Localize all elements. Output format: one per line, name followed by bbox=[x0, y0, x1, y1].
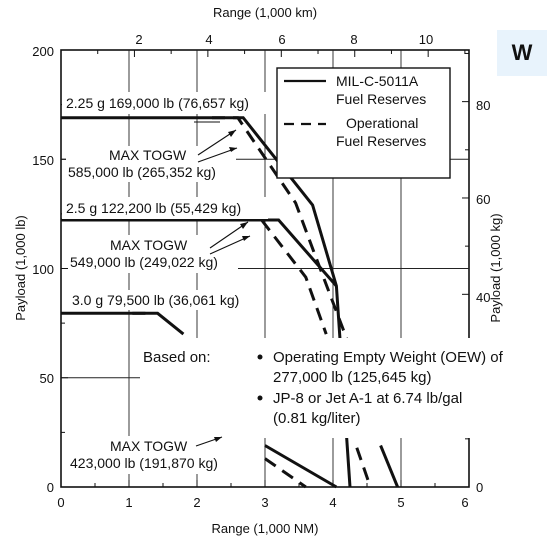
y2-tick-label: 60 bbox=[476, 192, 490, 207]
y2-tick-label: 80 bbox=[476, 98, 490, 113]
y-tick-label: 150 bbox=[32, 153, 54, 168]
x-tick-label: 3 bbox=[261, 495, 268, 510]
arrowhead bbox=[228, 130, 236, 137]
series-line bbox=[61, 311, 185, 336]
legend-series-1-line1: MIL-C-5011A bbox=[336, 73, 419, 89]
note-label: Based on: bbox=[143, 349, 211, 366]
annotation-togw-585000: 585,000 lb (265,352 kg) bbox=[68, 164, 216, 180]
series-line bbox=[355, 447, 372, 488]
y-tick-labels: 0 50 100 150 200 bbox=[32, 44, 54, 495]
annotation-max-togw-3: MAX TOGW bbox=[110, 438, 188, 454]
x2-tick-label: 10 bbox=[419, 32, 433, 47]
x2-tick-label: 8 bbox=[350, 32, 357, 47]
x-tick-label: 0 bbox=[57, 495, 64, 510]
x2-tick-label: 2 bbox=[135, 32, 142, 47]
annotation-togw-423000: 423,000 lb (191,870 kg) bbox=[70, 455, 218, 471]
note-bullet-1-line2: 277,000 lb (125,645 kg) bbox=[273, 369, 431, 386]
x-tick-label: 5 bbox=[397, 495, 404, 510]
label-mask bbox=[68, 290, 263, 310]
legend-series-2-line1: Operational bbox=[346, 115, 418, 131]
x2-tick-label: 4 bbox=[205, 32, 212, 47]
x-tick-label: 2 bbox=[193, 495, 200, 510]
x-tick-label: 6 bbox=[461, 495, 468, 510]
annotation-togw-549000: 549,000 lb (249,022 kg) bbox=[70, 254, 218, 270]
legend-series-1-line2: Fuel Reserves bbox=[336, 91, 426, 107]
series-line bbox=[379, 444, 399, 488]
note-mask bbox=[140, 338, 470, 438]
y-tick-label: 50 bbox=[40, 371, 54, 386]
series-2 bbox=[132, 116, 372, 489]
x-tick-label: 1 bbox=[125, 495, 132, 510]
arrowhead bbox=[240, 222, 248, 229]
legend-series-2-line2: Fuel Reserves bbox=[336, 133, 426, 149]
series-line bbox=[260, 219, 328, 335]
annotation-2-25g: 2.25 g 169,000 lb (76,657 kg) bbox=[66, 95, 249, 111]
x2-axis-title: Range (1,000 km) bbox=[213, 5, 317, 20]
x-axis-title: Range (1,000 NM) bbox=[212, 521, 319, 536]
series-line bbox=[212, 116, 349, 339]
note-bullet bbox=[257, 354, 263, 360]
label-mask bbox=[62, 92, 284, 114]
arrowheads bbox=[214, 130, 250, 442]
y2-tick-label: 40 bbox=[476, 290, 490, 305]
y-tick-label: 200 bbox=[32, 44, 54, 59]
label-mask bbox=[68, 235, 238, 273]
arrowhead bbox=[229, 147, 237, 152]
series-line bbox=[264, 457, 307, 489]
note-bullet-2-line2: (0.81 kg/liter) bbox=[273, 410, 361, 427]
y-tick-label: 100 bbox=[32, 262, 54, 277]
x2-tick-label: 6 bbox=[278, 32, 285, 47]
x-tick-label: 4 bbox=[329, 495, 336, 510]
annotation-max-togw-2: MAX TOGW bbox=[110, 237, 188, 253]
note-bullet-1-line1: Operating Empty Weight (OEW) of bbox=[273, 349, 504, 366]
label-mask bbox=[66, 146, 236, 182]
annotation-max-togw-1: MAX TOGW bbox=[109, 147, 187, 163]
label-mask bbox=[62, 197, 268, 219]
y2-axis-title: Payload (1,000 kg) bbox=[488, 213, 503, 322]
x-tick-labels: 0 1 2 3 4 5 6 bbox=[57, 495, 468, 510]
y2-tick-labels: 0 40 60 80 bbox=[476, 98, 490, 495]
series-line bbox=[264, 444, 338, 489]
y-axis-title: Payload (1,000 lb) bbox=[13, 215, 28, 321]
arrowhead bbox=[242, 236, 250, 241]
note-bullet-2-line1: JP-8 or Jet A-1 at 6.74 lb/gal bbox=[273, 390, 462, 407]
legend: MIL-C-5011A Fuel Reserves Operational Fu… bbox=[276, 67, 451, 179]
corner-badge: W bbox=[497, 30, 547, 76]
assumptions-note: Based on: Operating Empty Weight (OEW) o… bbox=[143, 349, 504, 427]
x2-tick-labels: 2 4 6 8 10 bbox=[135, 32, 433, 47]
note-bullet bbox=[257, 395, 263, 401]
arrowhead bbox=[214, 437, 222, 442]
y-tick-label: 0 bbox=[47, 480, 54, 495]
annotation-3-0g: 3.0 g 79,500 lb (36,061 kg) bbox=[72, 292, 239, 308]
y2-tick-label: 0 bbox=[476, 480, 483, 495]
annotation-2-5g: 2.5 g 122,200 lb (55,429 kg) bbox=[66, 200, 241, 216]
